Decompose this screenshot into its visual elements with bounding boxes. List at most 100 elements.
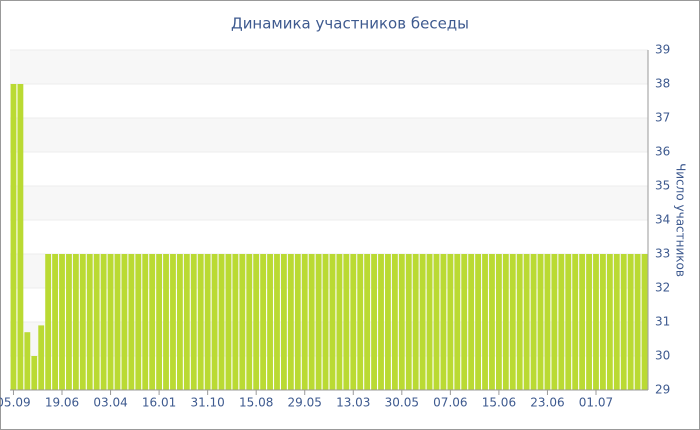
bar — [613, 254, 620, 390]
bar — [246, 254, 253, 390]
chart-title: Динамика участников беседы — [231, 15, 469, 33]
bar — [475, 254, 482, 390]
x-tick-label: 13.03 — [336, 396, 370, 410]
bar — [468, 254, 475, 390]
bar — [586, 254, 592, 390]
x-tick-label: 31.10 — [190, 396, 224, 410]
x-tick-label: 15.06 — [482, 396, 516, 410]
y-tick-label: 38 — [655, 77, 670, 91]
bar — [558, 254, 565, 390]
bar — [10, 84, 17, 390]
bar — [378, 254, 384, 390]
bar — [59, 254, 65, 390]
bar — [322, 254, 329, 390]
bar — [495, 254, 502, 390]
bar — [121, 254, 128, 390]
y-tick-label: 31 — [655, 315, 670, 329]
bar — [565, 254, 572, 390]
bar — [627, 254, 634, 390]
bar — [433, 254, 440, 390]
bar — [440, 254, 447, 390]
x-tick-label: 01.07 — [579, 396, 613, 410]
bar — [391, 254, 398, 390]
bar — [600, 254, 606, 390]
bar — [350, 254, 357, 390]
bar — [315, 254, 322, 390]
y-tick-label: 33 — [655, 247, 670, 261]
bar — [176, 254, 183, 390]
bar — [398, 254, 405, 390]
x-tick-label: 15.08 — [239, 396, 273, 410]
bar — [170, 254, 176, 390]
bar — [190, 254, 197, 390]
bar — [405, 254, 412, 390]
bar — [156, 254, 163, 390]
bar — [516, 254, 523, 390]
bar — [620, 254, 627, 390]
bar — [364, 254, 371, 390]
bar — [572, 254, 579, 390]
bar — [24, 332, 31, 390]
bar — [45, 254, 52, 390]
bar — [329, 254, 336, 390]
bar — [135, 254, 142, 390]
bar — [260, 254, 267, 390]
x-tick-label: 07.06 — [433, 396, 467, 410]
bar — [163, 254, 169, 390]
y-tick-label: 29 — [655, 383, 670, 397]
y-tick-label: 37 — [655, 111, 670, 125]
bar — [523, 254, 530, 390]
bar — [551, 254, 558, 390]
bar — [641, 254, 648, 390]
y-tick-label: 32 — [655, 281, 670, 295]
bar — [218, 254, 225, 390]
bar — [357, 254, 364, 390]
bar — [509, 254, 516, 390]
bar — [253, 254, 260, 390]
bar — [267, 254, 273, 390]
y-tick-label: 36 — [655, 145, 670, 159]
bar — [294, 254, 301, 390]
x-tick-label: 29.05 — [288, 396, 322, 410]
bar — [211, 254, 218, 390]
bar — [336, 254, 343, 390]
y-tick-label: 35 — [655, 179, 670, 193]
bar — [197, 254, 204, 390]
bar — [17, 84, 24, 390]
bar — [183, 254, 190, 390]
x-tick-label: 19.06 — [45, 396, 79, 410]
bar — [79, 254, 86, 390]
bar — [454, 254, 461, 390]
bar — [461, 254, 468, 390]
bar — [100, 254, 107, 390]
x-tick-label: 16.01 — [142, 396, 176, 410]
bar — [593, 254, 599, 390]
bar — [204, 254, 211, 390]
bar — [93, 254, 100, 390]
bar — [114, 254, 121, 390]
bar — [412, 254, 419, 390]
bar — [447, 254, 454, 390]
bar — [232, 254, 239, 390]
bar — [308, 254, 315, 390]
x-tick-label: 03.04 — [93, 396, 127, 410]
bar — [606, 254, 613, 390]
y-tick-label: 30 — [655, 349, 670, 363]
bar — [482, 254, 488, 390]
y-tick-label: 39 — [655, 43, 670, 57]
x-tick-label: 23.06 — [530, 396, 564, 410]
bar — [287, 254, 294, 390]
bar — [544, 254, 551, 390]
y-tick-label: 34 — [655, 213, 670, 227]
bar — [86, 254, 93, 390]
bar — [107, 254, 114, 390]
bar — [142, 254, 149, 390]
bar — [128, 254, 135, 390]
x-tick-label: 30.05 — [385, 396, 419, 410]
bar — [426, 254, 433, 390]
bar — [371, 254, 377, 390]
bar — [385, 254, 391, 390]
bar — [301, 254, 308, 390]
bar — [343, 254, 350, 390]
